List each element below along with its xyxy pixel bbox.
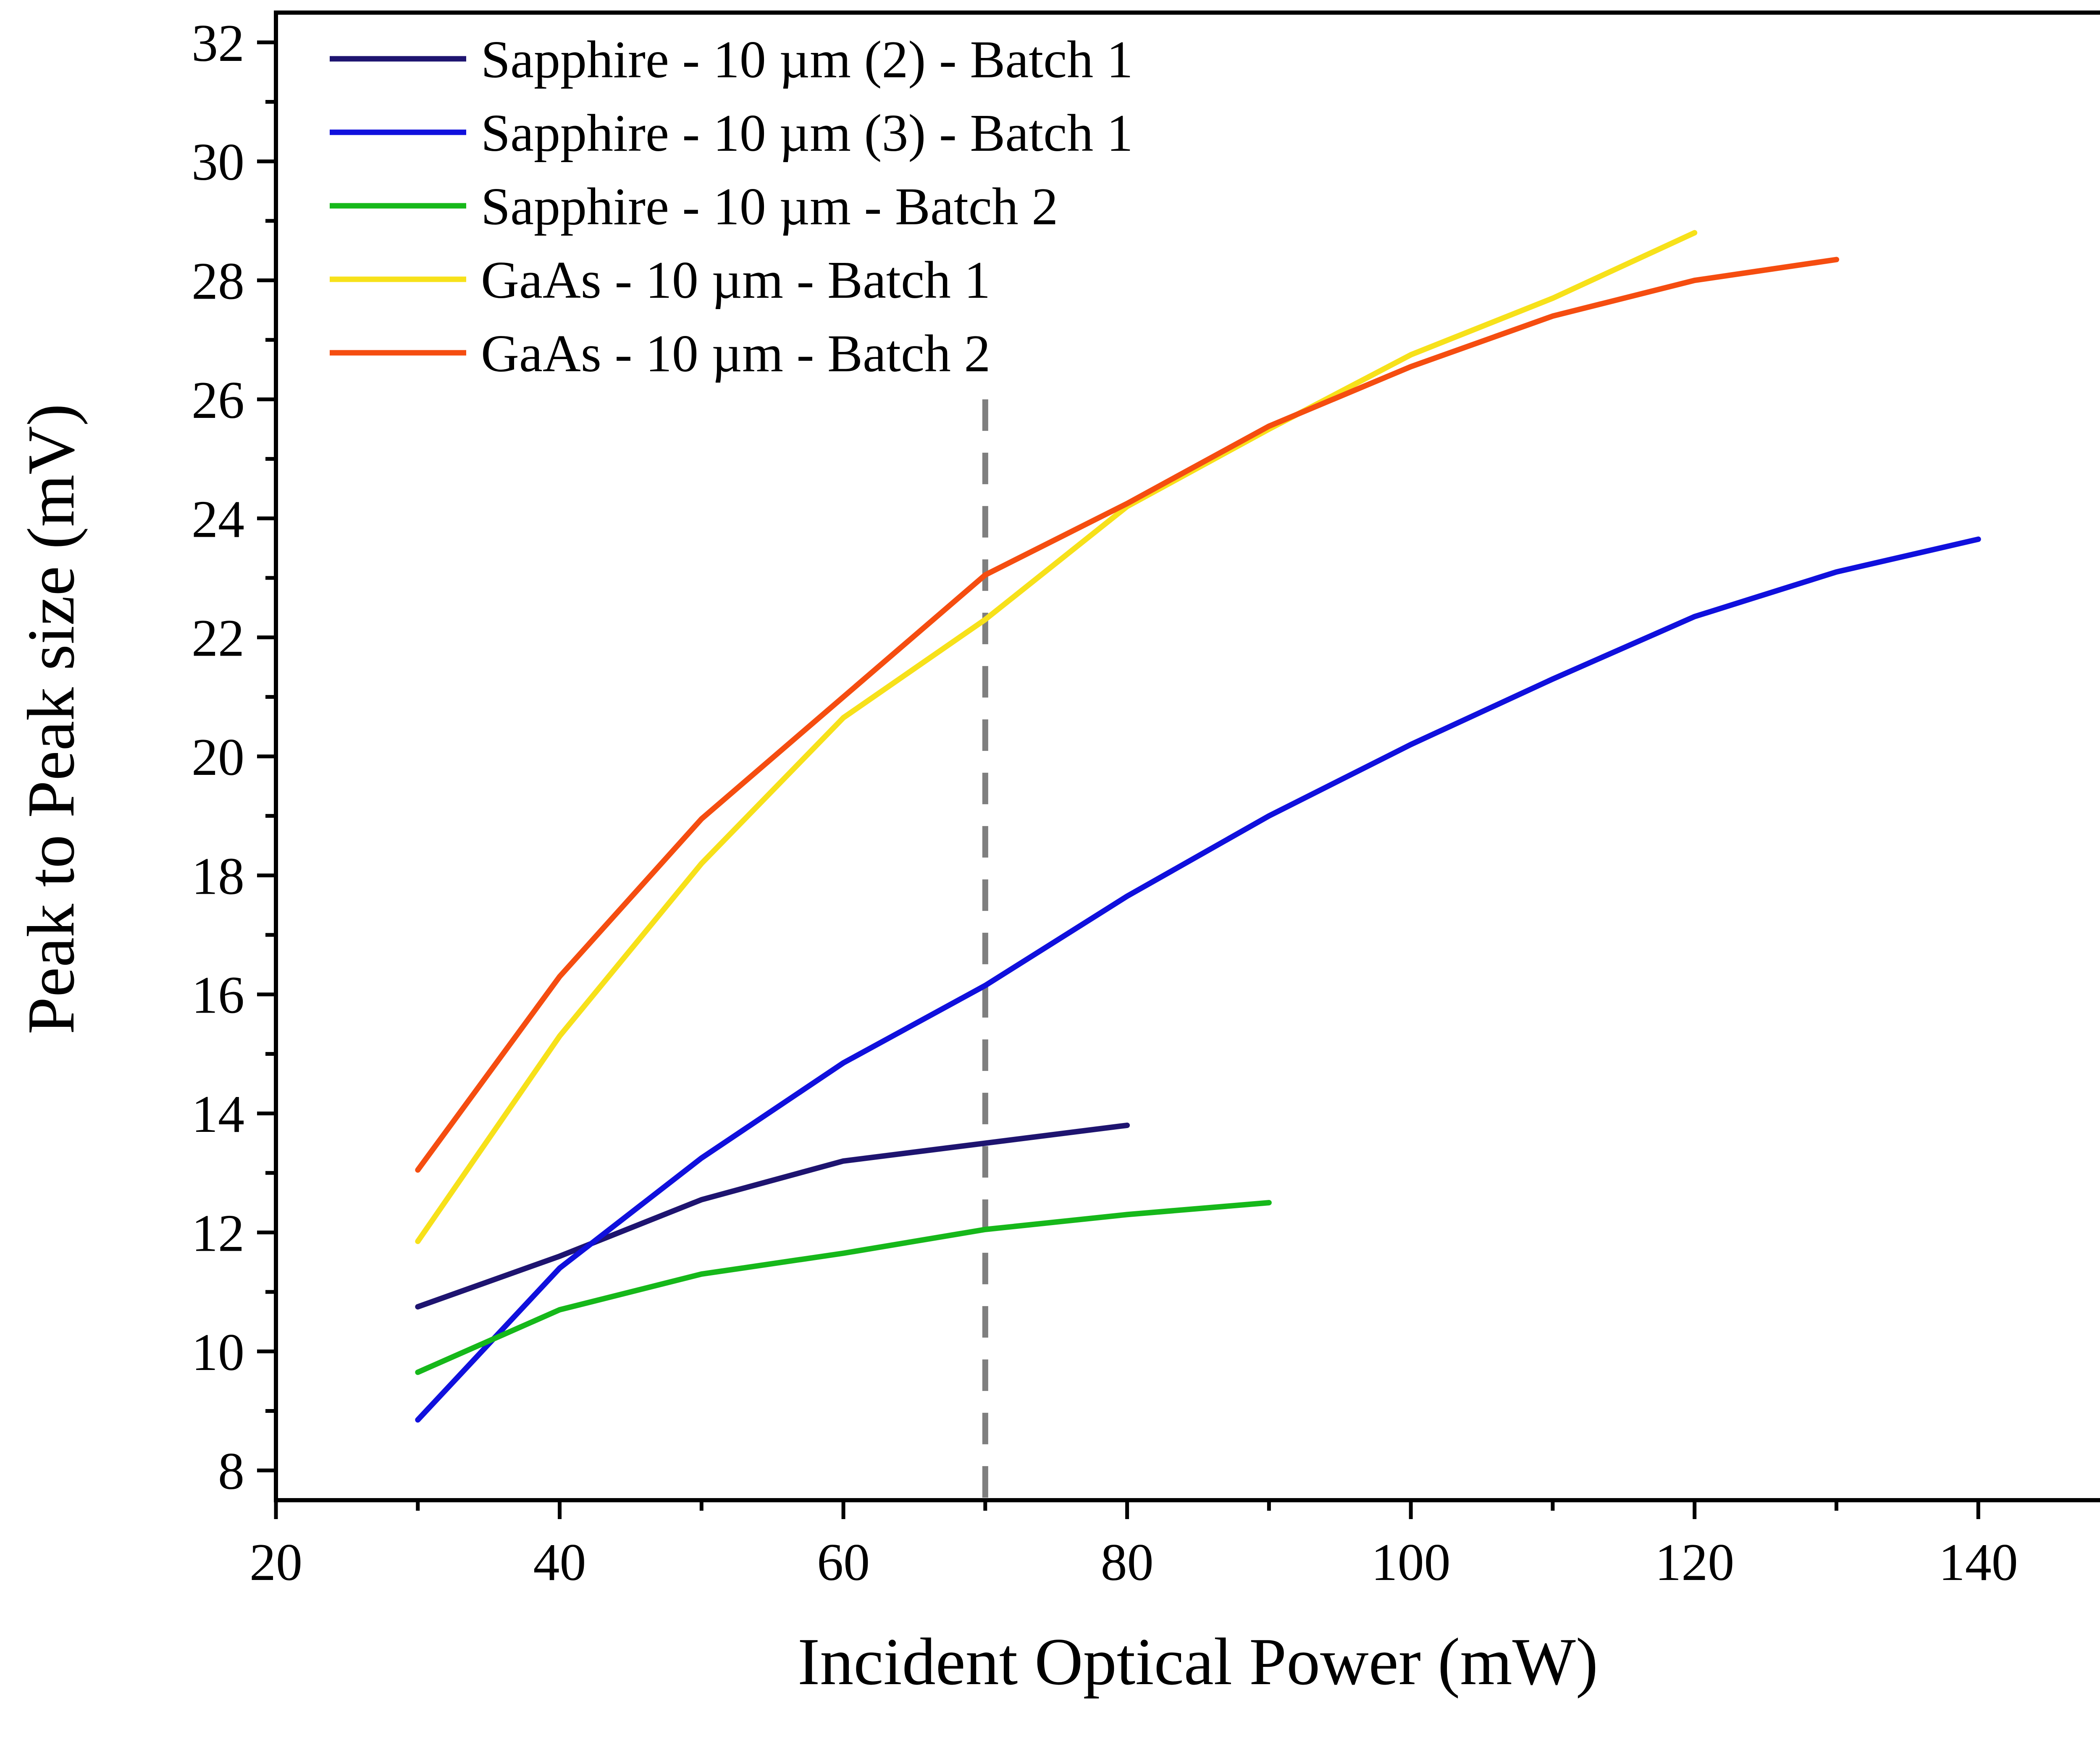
x-tick-label: 120 <box>1655 1533 1734 1592</box>
x-tick-label: 80 <box>1101 1533 1154 1592</box>
y-tick-label: 16 <box>192 966 244 1025</box>
legend-label: GaAs - 10 µm - Batch 1 <box>481 251 990 310</box>
x-tick-label: 60 <box>817 1533 870 1592</box>
series-line-3 <box>415 1200 1272 1375</box>
legend-item: GaAs - 10 µm - Batch 2 <box>330 325 990 383</box>
y-tick-label: 24 <box>192 490 244 549</box>
y-tick-label: 14 <box>192 1085 244 1144</box>
legend-label: Sapphire - 10 µm (2) - Batch 1 <box>481 31 1133 89</box>
x-tick-label: 40 <box>533 1533 586 1592</box>
x-axis-title: Incident Optical Power (mW) <box>798 1624 1598 1699</box>
y-tick-label: 10 <box>192 1323 244 1382</box>
legend-label: GaAs - 10 µm - Batch 2 <box>481 325 990 383</box>
y-tick-label: 32 <box>192 14 244 73</box>
y-tick-label: 20 <box>192 728 244 787</box>
series-line-1 <box>415 1122 1130 1310</box>
legend-item: Sapphire - 10 µm - Batch 2 <box>330 178 1058 236</box>
series-line-5 <box>415 257 1839 1173</box>
legend-label: Sapphire - 10 µm - Batch 2 <box>481 178 1058 236</box>
series-line-2 <box>415 536 1981 1423</box>
y-tick-label: 28 <box>192 252 244 311</box>
x-tick-label: 100 <box>1371 1533 1451 1592</box>
legend-item: GaAs - 10 µm - Batch 1 <box>330 251 990 310</box>
y-tick-label: 8 <box>218 1442 244 1501</box>
y-tick-label: 30 <box>192 133 244 192</box>
series-line-4 <box>415 230 1698 1244</box>
y-tick-label: 26 <box>192 371 244 430</box>
legend-item: Sapphire - 10 µm (3) - Batch 1 <box>330 104 1133 163</box>
y-tick-label: 18 <box>192 847 244 905</box>
legend-item: Sapphire - 10 µm (2) - Batch 1 <box>330 31 1133 89</box>
y-tick-label: 12 <box>192 1204 244 1262</box>
y-axis-title: Peak to Peak size (mV) <box>13 404 88 1034</box>
legend-label: Sapphire - 10 µm (3) - Batch 1 <box>481 104 1133 163</box>
x-tick-label: 20 <box>249 1533 302 1592</box>
x-tick-label: 140 <box>1939 1533 2018 1592</box>
y-tick-label: 22 <box>192 609 244 668</box>
